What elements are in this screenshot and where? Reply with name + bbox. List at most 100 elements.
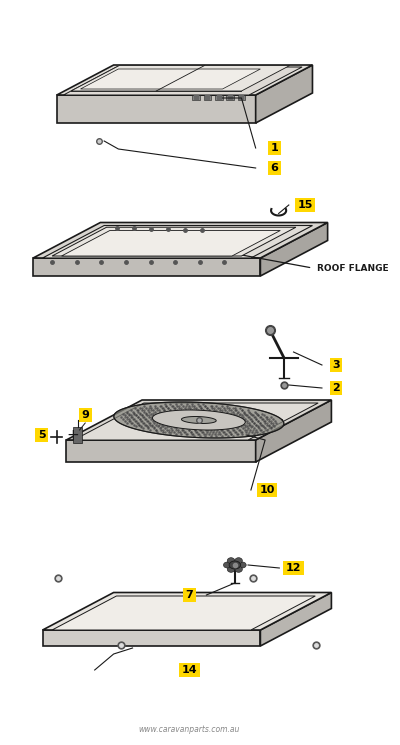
Point bbox=[167, 428, 174, 440]
Point bbox=[147, 424, 153, 436]
Point bbox=[164, 419, 170, 431]
Point bbox=[132, 420, 139, 432]
Point bbox=[129, 416, 135, 428]
Point bbox=[161, 410, 167, 422]
Point bbox=[227, 420, 233, 432]
Point bbox=[142, 413, 148, 425]
Text: 15: 15 bbox=[297, 200, 312, 210]
Point bbox=[122, 410, 128, 422]
Point bbox=[142, 408, 149, 419]
Point bbox=[135, 411, 141, 423]
Point bbox=[238, 415, 244, 427]
Point bbox=[182, 420, 189, 432]
Point bbox=[224, 400, 230, 412]
Point bbox=[212, 411, 219, 423]
Point bbox=[196, 430, 203, 442]
Point bbox=[194, 410, 200, 422]
Point bbox=[250, 428, 257, 440]
Point bbox=[249, 415, 256, 427]
Point bbox=[137, 402, 144, 414]
Point bbox=[185, 411, 191, 423]
Point bbox=[158, 424, 164, 436]
Point bbox=[188, 415, 194, 427]
Point bbox=[188, 420, 194, 432]
Polygon shape bbox=[43, 226, 312, 258]
Point bbox=[202, 424, 209, 436]
Point bbox=[211, 410, 217, 422]
Point bbox=[264, 424, 270, 436]
Point bbox=[190, 406, 197, 418]
Point bbox=[156, 422, 163, 434]
Bar bbox=[238, 95, 245, 100]
Point bbox=[267, 422, 274, 434]
Point bbox=[197, 419, 204, 431]
Point bbox=[155, 415, 161, 427]
Point bbox=[127, 415, 134, 427]
Point bbox=[163, 406, 169, 418]
Point bbox=[240, 411, 247, 423]
Point bbox=[180, 400, 186, 412]
Point bbox=[182, 426, 188, 438]
Point bbox=[232, 402, 238, 414]
Point bbox=[233, 404, 240, 416]
Point bbox=[193, 402, 199, 414]
Point bbox=[232, 415, 239, 427]
Point bbox=[242, 413, 248, 425]
Text: 9: 9 bbox=[81, 410, 89, 420]
Point bbox=[208, 419, 215, 431]
Point bbox=[230, 406, 236, 418]
Point bbox=[175, 419, 182, 431]
Point bbox=[210, 415, 217, 427]
Point bbox=[183, 410, 189, 422]
Point bbox=[154, 420, 161, 432]
Point bbox=[219, 430, 225, 442]
Point bbox=[209, 413, 215, 425]
Point bbox=[199, 426, 205, 438]
Point bbox=[207, 411, 213, 423]
Point bbox=[187, 402, 194, 414]
Point bbox=[252, 406, 258, 418]
Point bbox=[217, 422, 224, 434]
Point bbox=[136, 419, 142, 431]
Point bbox=[216, 404, 223, 416]
Point bbox=[118, 411, 124, 423]
Point bbox=[146, 416, 152, 428]
Point bbox=[245, 422, 252, 434]
Point bbox=[244, 415, 250, 427]
Point bbox=[230, 430, 236, 442]
Point bbox=[264, 413, 270, 425]
Point bbox=[163, 400, 170, 412]
Point bbox=[151, 411, 158, 423]
Point bbox=[195, 399, 201, 410]
Point bbox=[216, 420, 222, 432]
Point bbox=[213, 430, 220, 442]
Point bbox=[236, 413, 243, 425]
Point bbox=[224, 430, 231, 442]
Point bbox=[257, 411, 263, 423]
Bar bbox=[204, 95, 211, 100]
Point bbox=[191, 430, 198, 442]
Point bbox=[222, 415, 228, 427]
Point bbox=[223, 416, 230, 428]
Point bbox=[221, 426, 227, 438]
Point bbox=[184, 416, 191, 428]
Point bbox=[169, 424, 176, 436]
Point bbox=[266, 415, 272, 427]
Point bbox=[150, 410, 156, 422]
Point bbox=[253, 413, 260, 425]
Point bbox=[159, 408, 166, 419]
Point bbox=[259, 408, 265, 419]
Point bbox=[227, 410, 234, 422]
Point bbox=[124, 406, 130, 418]
Point bbox=[144, 415, 150, 427]
Point bbox=[207, 406, 214, 418]
Point bbox=[178, 410, 184, 422]
Polygon shape bbox=[57, 95, 256, 123]
Ellipse shape bbox=[235, 566, 242, 572]
Point bbox=[161, 399, 168, 410]
Point bbox=[234, 422, 240, 434]
Point bbox=[192, 419, 198, 431]
Point bbox=[166, 410, 173, 422]
Point bbox=[149, 420, 156, 432]
Point bbox=[167, 399, 173, 410]
